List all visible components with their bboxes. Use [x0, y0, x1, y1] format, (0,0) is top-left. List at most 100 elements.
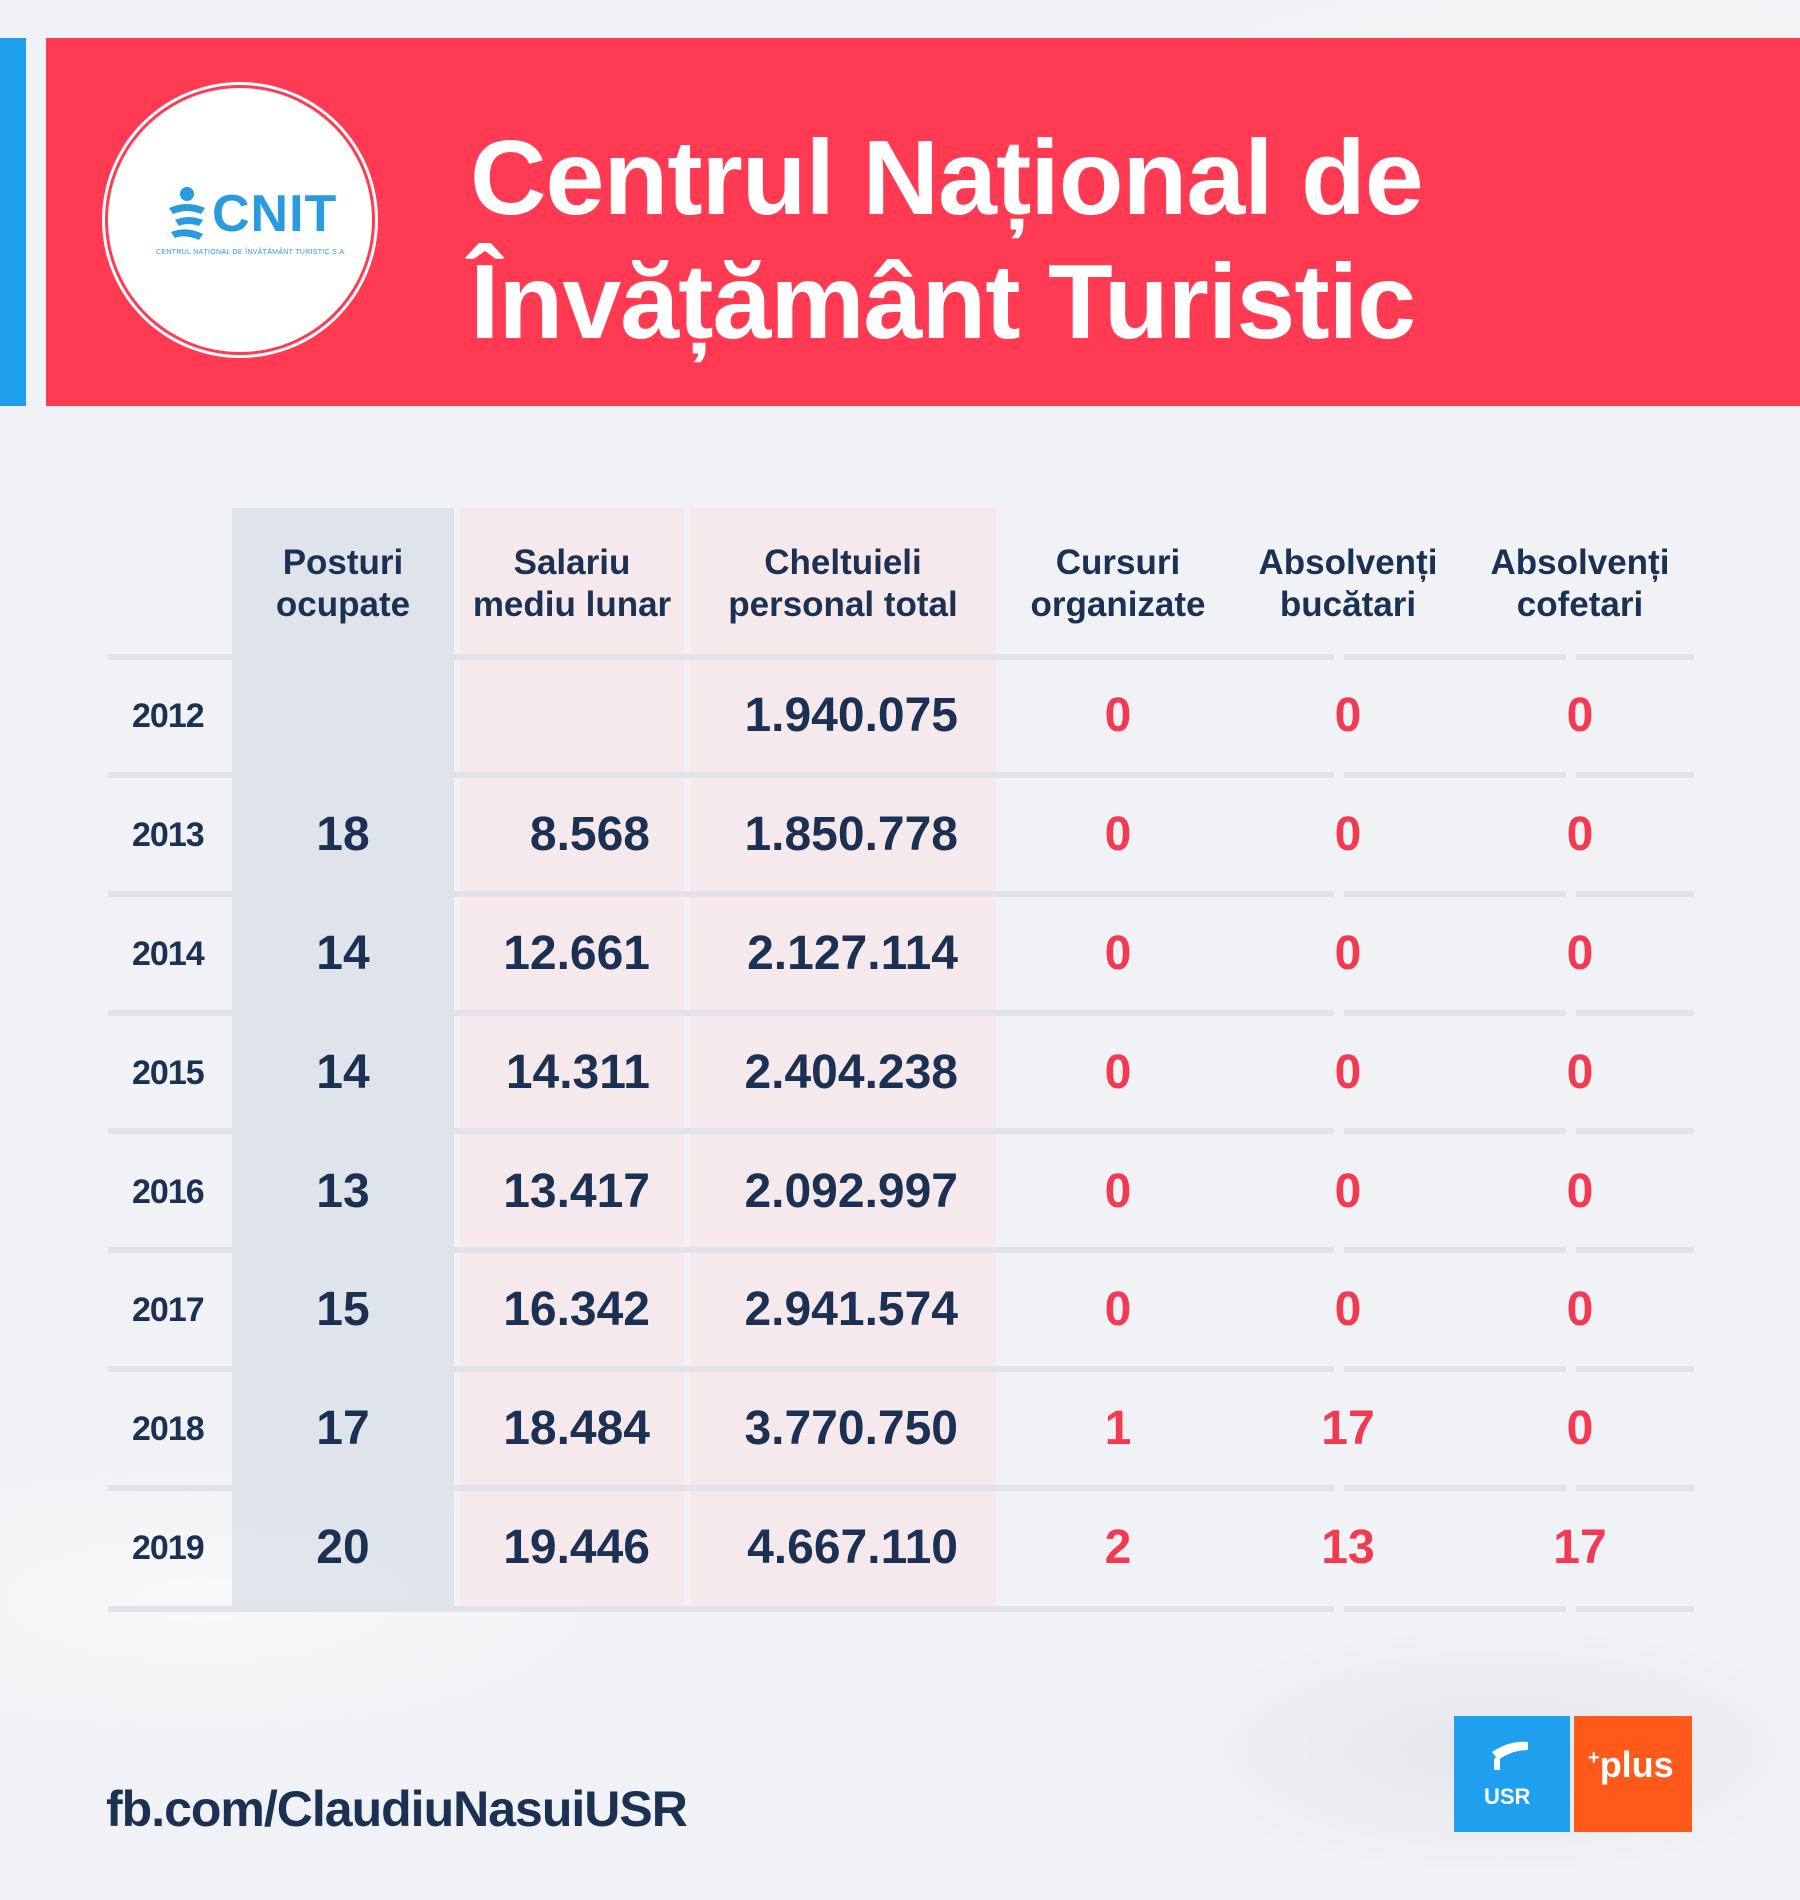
- column-shade-cheltuieli: [690, 508, 996, 1612]
- usr-logo-text: USR: [1484, 1784, 1531, 1809]
- cnit-logo-text: CNIT: [212, 185, 338, 243]
- cell-salariu: 19.446: [503, 1521, 650, 1574]
- cell-cursuri: 0: [1104, 1046, 1132, 1099]
- column-header-line: cofetari: [1516, 585, 1644, 624]
- row-year: 2012: [132, 697, 205, 735]
- cell-bucatari: 0: [1334, 808, 1362, 861]
- cnit-logo-subtext: CENTRUL NAȚIONAL DE ÎNVĂȚĂMÂNT TURISTIC …: [156, 249, 347, 256]
- column-header-line: Posturi: [282, 543, 404, 582]
- row-year: 2018: [132, 1410, 205, 1448]
- column-header-line: bucătari: [1279, 585, 1417, 624]
- column-header-cofetari: Absolvenți cofetari: [1464, 542, 1696, 626]
- page-title: Centrul Național de Învățământ Turistic: [470, 116, 1424, 364]
- cell-bucatari: 13: [1321, 1521, 1375, 1574]
- cell-cofetari: 0: [1566, 1402, 1594, 1455]
- cell-cheltuieli: 1.850.778: [744, 808, 958, 861]
- cell-cheltuieli: 3.770.750: [744, 1402, 958, 1455]
- plus-logo-label: plus: [1599, 1744, 1674, 1785]
- facebook-link[interactable]: fb.com/ClaudiuNasuiUSR: [106, 1781, 688, 1837]
- row-year: 2019: [132, 1529, 205, 1567]
- cell-posturi: 17: [316, 1402, 370, 1455]
- cell-cheltuieli: 2.127.114: [747, 927, 958, 980]
- cell-bucatari: 0: [1334, 927, 1362, 980]
- row-divider: [108, 654, 1694, 660]
- usr-logo: USR: [1454, 1716, 1570, 1832]
- column-header-line: Absolvenți: [1258, 543, 1438, 582]
- column-header-bucatari: Absolvenți bucătari: [1232, 542, 1464, 626]
- cell-bucatari: 0: [1334, 1283, 1362, 1336]
- cell-cursuri: 0: [1104, 808, 1132, 861]
- cell-cheltuieli: 1.940.075: [744, 689, 958, 742]
- column-header-line: mediu lunar: [472, 585, 672, 624]
- column-header-line: organizate: [1030, 585, 1206, 624]
- cell-cheltuieli: 2.404.238: [744, 1046, 958, 1099]
- usr-flag-icon: [1492, 1741, 1528, 1770]
- row-divider: [108, 1485, 1694, 1491]
- row-divider: [108, 1128, 1694, 1134]
- cell-salariu: 14.311: [505, 1046, 650, 1099]
- row-year: 2016: [132, 1173, 205, 1211]
- plus-logo: +plus: [1574, 1716, 1692, 1832]
- cell-cofetari: 0: [1566, 689, 1594, 742]
- column-header-cursuri: Cursuri organizate: [1000, 542, 1236, 626]
- column-header-line: personal total: [728, 585, 958, 624]
- cell-salariu: 13.417: [503, 1165, 650, 1218]
- cell-posturi: 15: [316, 1283, 370, 1336]
- cell-salariu: 18.484: [503, 1402, 650, 1455]
- column-header-cheltuieli: Cheltuieli personal total: [690, 542, 996, 626]
- cell-cursuri: 2: [1104, 1521, 1132, 1574]
- row-divider: [108, 1606, 1694, 1612]
- accent-strip: [0, 38, 26, 406]
- cnit-figure-icon: [169, 187, 205, 240]
- cell-cofetari: 0: [1566, 1046, 1594, 1099]
- plus-logo-sup: +: [1588, 1747, 1600, 1769]
- cell-salariu: 8.568: [529, 808, 650, 861]
- cell-cheltuieli: 2.092.997: [744, 1165, 958, 1218]
- cell-posturi: 20: [316, 1521, 370, 1574]
- plus-logo-text: +plus: [1588, 1744, 1674, 1786]
- row-year: 2017: [132, 1291, 205, 1329]
- cell-posturi: 14: [316, 1046, 370, 1099]
- cell-bucatari: 0: [1334, 1165, 1362, 1218]
- row-year: 2015: [132, 1054, 205, 1092]
- row-year: 2013: [132, 816, 205, 854]
- cell-salariu: 12.661: [503, 927, 650, 980]
- cnit-logo: CNIT CENTRUL NAȚIONAL DE ÎNVĂȚĂMÂNT TURI…: [108, 88, 372, 352]
- cell-cursuri: 1: [1104, 1402, 1132, 1455]
- cell-cursuri: 0: [1104, 927, 1132, 980]
- column-header-line: Cursuri: [1055, 543, 1181, 582]
- cell-bucatari: 0: [1334, 689, 1362, 742]
- row-divider: [108, 1247, 1694, 1253]
- row-divider: [108, 1010, 1694, 1016]
- cell-bucatari: 17: [1321, 1402, 1375, 1455]
- column-header-line: ocupate: [275, 585, 411, 624]
- cell-posturi: 14: [316, 927, 370, 980]
- column-shade-salariu: [460, 508, 684, 1612]
- cell-cofetari: 0: [1566, 927, 1594, 980]
- row-divider: [108, 891, 1694, 897]
- row-divider: [108, 1366, 1694, 1372]
- column-header-line: Cheltuieli: [764, 543, 922, 582]
- row-divider: [108, 772, 1694, 778]
- cell-cheltuieli: 4.667.110: [747, 1521, 958, 1574]
- cell-salariu: 16.342: [503, 1283, 650, 1336]
- header-banner: CNIT CENTRUL NAȚIONAL DE ÎNVĂȚĂMÂNT TURI…: [46, 38, 1800, 406]
- column-header-line: Salariu: [513, 543, 631, 582]
- cell-cheltuieli: 2.941.574: [744, 1283, 958, 1336]
- cell-cursuri: 0: [1104, 689, 1132, 742]
- column-header-line: Absolvenți: [1490, 543, 1670, 582]
- column-shade-posturi: [232, 508, 454, 1612]
- column-header-posturi: Posturi ocupate: [232, 542, 454, 626]
- row-year: 2014: [132, 935, 205, 973]
- cell-cursuri: 0: [1104, 1283, 1132, 1336]
- cell-posturi: 13: [316, 1165, 370, 1218]
- column-header-salariu: Salariu mediu lunar: [460, 542, 684, 626]
- cell-cofetari: 0: [1566, 808, 1594, 861]
- title-line-2: Învățământ Turistic: [470, 243, 1416, 361]
- title-line-1: Centrul Național de: [470, 119, 1424, 237]
- cell-cofetari: 17: [1553, 1521, 1607, 1574]
- cell-bucatari: 0: [1334, 1046, 1362, 1099]
- cell-cofetari: 0: [1566, 1165, 1594, 1218]
- cell-cofetari: 0: [1566, 1283, 1594, 1336]
- cell-posturi: 18: [316, 808, 370, 861]
